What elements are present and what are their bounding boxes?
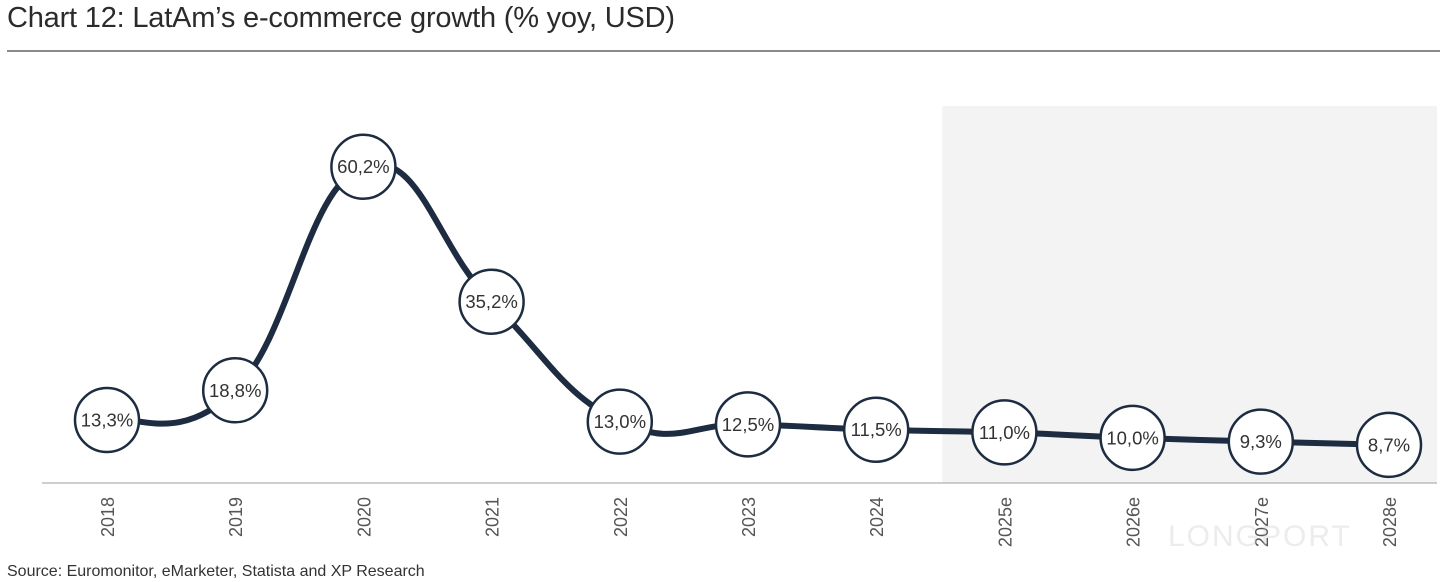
data-point-2026e: 10,0% bbox=[1099, 404, 1166, 472]
x-tick-label: 2021 bbox=[483, 497, 503, 537]
source-note: Source: Euromonitor, eMarketer, Statista… bbox=[7, 563, 425, 580]
line-chart: 13,3% 18,8% 60,2% 35,2% 13,0% 12,5% 11,5% 11,0%… bbox=[42, 106, 1437, 547]
data-point-2024: 11,5% bbox=[842, 396, 910, 463]
watermark-logo: LONGPORT bbox=[1168, 520, 1352, 553]
data-label: 12,5% bbox=[722, 414, 774, 435]
chart-title: Chart 12: LatAm’s e-commerce growth (% y… bbox=[7, 2, 675, 34]
data-point-2023: 12,5% bbox=[714, 391, 782, 458]
x-tick-label: 2027e bbox=[1252, 497, 1272, 547]
data-point-2028e: 8,7% bbox=[1355, 411, 1423, 479]
data-label: 9,3% bbox=[1240, 431, 1282, 452]
data-label: 18,8% bbox=[209, 380, 261, 401]
x-tick-label: 2019 bbox=[226, 497, 246, 537]
x-tick-label: 2024 bbox=[867, 497, 887, 537]
data-marker bbox=[586, 388, 654, 455]
data-marker bbox=[330, 133, 397, 200]
data-marker bbox=[73, 386, 141, 454]
data-point-2020: 60,2% bbox=[330, 133, 397, 200]
data-label: 10,0% bbox=[1106, 427, 1158, 448]
data-marker bbox=[1355, 411, 1423, 479]
x-tick-label: 2020 bbox=[354, 497, 374, 537]
data-point-2025e: 11,0% bbox=[971, 399, 1038, 466]
data-point-2018: 13,3% bbox=[73, 386, 141, 454]
x-tick-label: 2018 bbox=[98, 497, 118, 537]
x-tick-label: 2025e bbox=[995, 497, 1015, 547]
title-divider bbox=[7, 50, 1440, 52]
data-marker bbox=[971, 399, 1038, 466]
x-tick-label: 2022 bbox=[611, 497, 631, 537]
data-marker bbox=[201, 357, 269, 424]
data-point-2021: 35,2% bbox=[458, 268, 525, 335]
data-label: 11,0% bbox=[979, 422, 1030, 443]
data-label: 11,5% bbox=[851, 419, 902, 440]
data-point-2019: 18,8% bbox=[201, 357, 269, 424]
data-marker bbox=[1099, 404, 1166, 472]
x-tick-label: 2023 bbox=[739, 497, 759, 537]
data-marker bbox=[1227, 408, 1295, 475]
data-marker bbox=[458, 268, 525, 335]
data-label: 13,0% bbox=[594, 411, 646, 432]
data-marker bbox=[842, 396, 910, 463]
data-label: 8,7% bbox=[1368, 434, 1410, 455]
data-marker bbox=[714, 391, 782, 458]
data-label: 60,2% bbox=[337, 156, 389, 177]
data-point-2027e: 9,3% bbox=[1227, 408, 1295, 475]
data-label: 13,3% bbox=[81, 410, 133, 431]
data-label: 35,2% bbox=[465, 291, 517, 312]
data-point-2022: 13,0% bbox=[586, 388, 654, 455]
x-tick-label: 2028e bbox=[1380, 497, 1400, 547]
x-tick-label: 2026e bbox=[1124, 497, 1144, 547]
